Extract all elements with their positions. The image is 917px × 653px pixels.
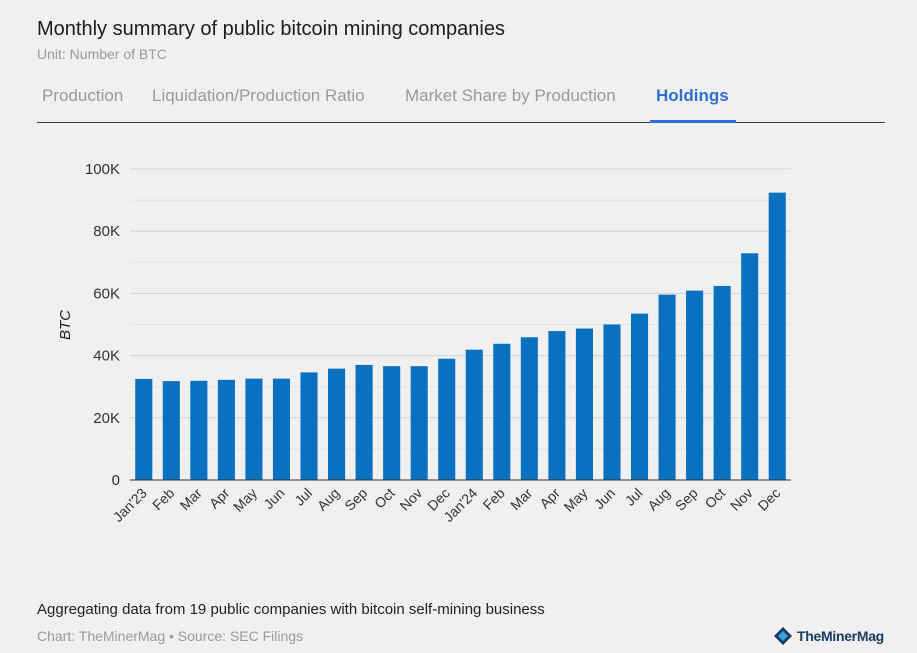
bar[interactable] — [328, 368, 346, 480]
source-credits: Chart: TheMinerMag • Source: SEC Filings — [37, 628, 304, 644]
bar[interactable] — [658, 294, 676, 480]
y-axis-label: BTC — [57, 310, 74, 340]
x-tick-label: Mar — [177, 485, 206, 514]
bar[interactable] — [713, 285, 731, 480]
grid-lines — [130, 168, 791, 450]
x-tick-label: Apr — [206, 485, 233, 512]
bar[interactable] — [603, 324, 621, 481]
bar[interactable] — [520, 337, 538, 480]
bar[interactable] — [410, 366, 428, 480]
bar[interactable] — [493, 343, 511, 480]
tab-holdings[interactable]: Holdings — [656, 86, 729, 105]
tab-production[interactable]: Production — [42, 86, 124, 105]
footer-note: Aggregating data from 19 public companie… — [37, 601, 545, 618]
bar[interactable] — [768, 192, 786, 481]
logo-mark-icon — [774, 627, 792, 645]
bar[interactable] — [162, 381, 180, 480]
x-tick-label: May — [230, 485, 260, 515]
bar[interactable] — [465, 349, 483, 480]
bar[interactable] — [272, 378, 291, 480]
x-tick-label: Jan'23 — [110, 485, 150, 525]
bar[interactable] — [630, 313, 649, 480]
y-tick-label: 40K — [93, 348, 120, 365]
bar[interactable] — [355, 364, 373, 480]
x-tick-label: Aug — [644, 485, 673, 514]
x-tick-label: May — [561, 485, 591, 515]
y-tick-label: 20K — [93, 410, 120, 427]
chart-subtitle: Unit: Number of BTC — [37, 46, 167, 62]
x-tick-label: Feb — [480, 485, 509, 514]
x-tick-label: Feb — [149, 485, 178, 514]
tab-liquidation-production-ratio[interactable]: Liquidation/Production Ratio — [152, 86, 365, 105]
y-tick-label: 60K — [93, 285, 120, 302]
x-tick-label: Apr — [536, 485, 563, 512]
bar[interactable] — [383, 366, 401, 480]
x-tick-label: Sep — [672, 485, 701, 514]
x-tick-label: Nov — [396, 485, 425, 514]
bar[interactable] — [741, 253, 759, 480]
x-tick-label: Jul — [622, 485, 646, 509]
y-tick-label: 0 — [112, 472, 120, 489]
x-tick-label: Jul — [291, 485, 315, 509]
x-tick-label: Nov — [727, 485, 756, 514]
y-tick-label: 100K — [85, 161, 120, 178]
x-tick-label: Aug — [314, 485, 343, 514]
brand-logo[interactable]: TheMinerMag — [773, 626, 884, 646]
x-tick-label: Dec — [754, 485, 783, 514]
logo-text: TheMinerMag — [797, 628, 884, 644]
bar[interactable] — [300, 372, 318, 480]
chart-title: Monthly summary of public bitcoin mining… — [37, 18, 505, 40]
bar[interactable] — [245, 378, 263, 480]
x-tick-label: Oct — [371, 485, 398, 512]
bar[interactable] — [190, 380, 208, 480]
bar[interactable] — [575, 328, 593, 480]
bars — [135, 192, 786, 481]
x-tick-label: Jun — [260, 485, 287, 512]
active-tab-indicator — [650, 120, 736, 123]
tab-bar: Production Liquidation/Production Ratio … — [37, 80, 885, 123]
x-tick-label: Sep — [341, 485, 370, 514]
tab-market-share-by-production[interactable]: Market Share by Production — [405, 86, 616, 105]
bar[interactable] — [438, 358, 456, 480]
x-tick-label: Oct — [702, 485, 729, 512]
bar[interactable] — [548, 331, 566, 480]
x-tick-label: Mar — [507, 485, 536, 514]
bar[interactable] — [686, 290, 704, 480]
x-tick-label: Jun — [591, 485, 618, 512]
y-tick-label: 80K — [93, 223, 120, 240]
y-axis-ticks: 0 20K 40K 60K 80K 100K — [85, 161, 120, 489]
bar[interactable] — [135, 378, 153, 480]
bar[interactable] — [217, 379, 235, 480]
